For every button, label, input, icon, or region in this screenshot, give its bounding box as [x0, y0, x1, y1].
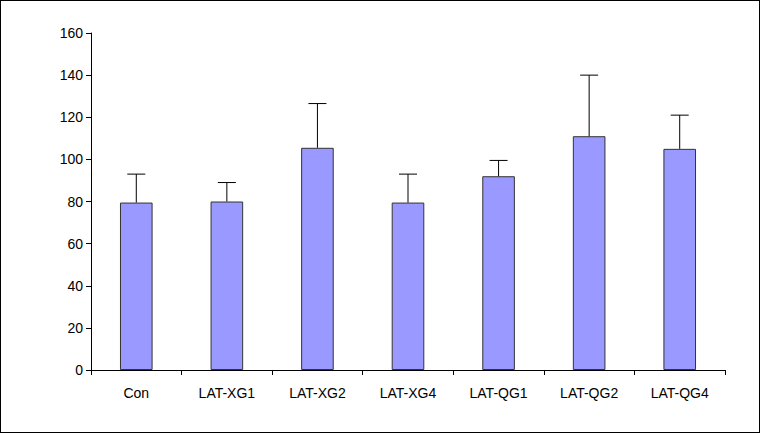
svg-text:20: 20	[67, 320, 83, 336]
svg-text:80: 80	[67, 194, 83, 210]
svg-text:140: 140	[60, 67, 84, 83]
svg-text:120: 120	[60, 109, 84, 125]
svg-text:0: 0	[75, 362, 83, 378]
svg-text:160: 160	[60, 25, 84, 41]
svg-text:LAT-XG2: LAT-XG2	[289, 385, 346, 401]
svg-text:LAT-QG4: LAT-QG4	[651, 385, 709, 401]
svg-text:LAT-QG1: LAT-QG1	[470, 385, 528, 401]
svg-text:100: 100	[60, 151, 84, 167]
svg-text:60: 60	[67, 236, 83, 252]
svg-text:LAT-XG1: LAT-XG1	[199, 385, 256, 401]
svg-text:LAT-QG2: LAT-QG2	[560, 385, 618, 401]
svg-text:Con: Con	[123, 385, 149, 401]
svg-text:40: 40	[67, 278, 83, 294]
svg-text:LAT-XG4: LAT-XG4	[380, 385, 437, 401]
